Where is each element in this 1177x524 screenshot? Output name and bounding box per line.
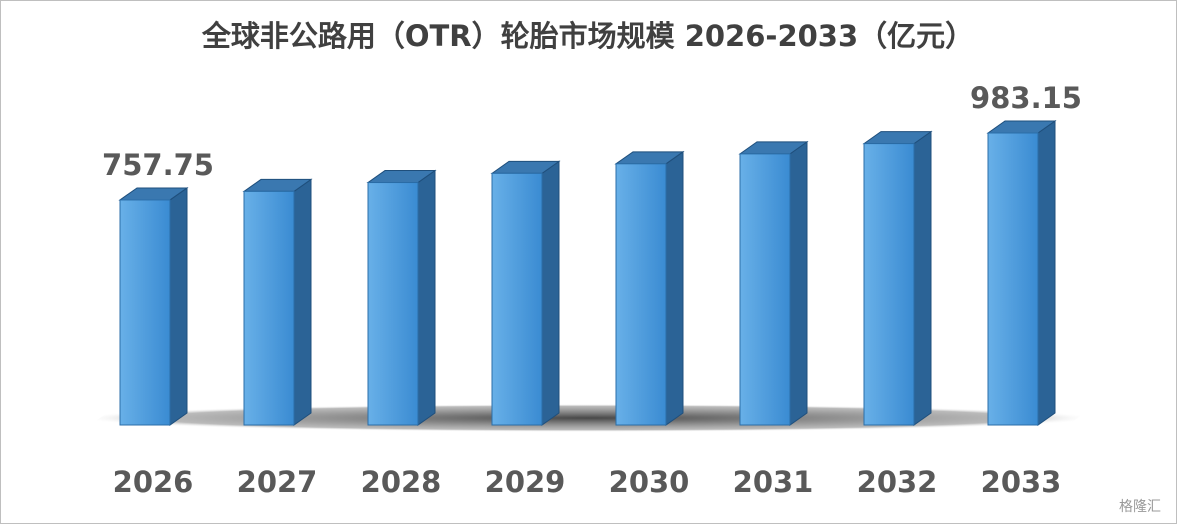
x-tick-label: 2027 [237,465,318,499]
bar [367,182,419,426]
floor-shadow [80,404,1095,432]
bar-side [293,178,312,426]
bar-side [913,130,932,426]
x-tick-label: 2032 [857,465,938,499]
bar [491,172,543,426]
bar [863,143,915,426]
bar [739,153,791,426]
watermark: 格隆汇 [1119,499,1161,515]
bar [119,199,171,426]
chart-title: 全球非公路用（OTR）轮胎市场规模 2026-2033（亿元） [201,19,974,53]
x-tick-label: 2033 [981,465,1062,499]
bar-side [665,150,684,426]
bar-side [417,169,436,426]
bar-side [789,140,808,426]
data-label: 983.15 [970,81,1082,115]
x-tick-label: 2029 [485,465,566,499]
bar-side [1037,120,1056,426]
data-label: 757.75 [102,148,214,182]
x-tick-label: 2030 [609,465,690,499]
bar-side [541,160,560,426]
bar [987,132,1039,426]
x-tick-label: 2031 [733,465,814,499]
bar [615,163,667,426]
bar [243,190,295,426]
bars: 2026 757.75 2027 2028 2029 2030 2031 2032 2033 98… [102,81,1082,499]
x-tick-label: 2026 [113,465,194,499]
x-tick-label: 2028 [361,465,442,499]
bar-side [169,186,188,426]
